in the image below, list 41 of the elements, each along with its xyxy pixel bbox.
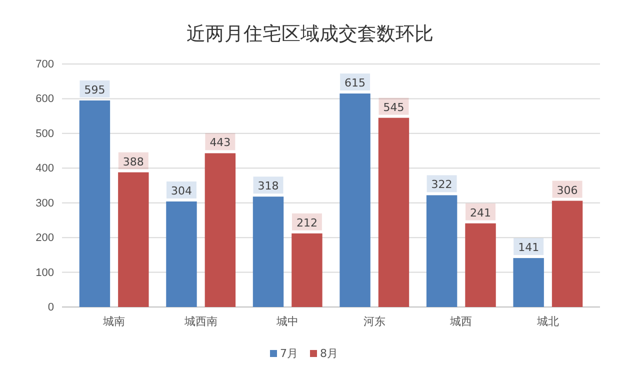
bar	[292, 233, 322, 307]
data-label: 318	[258, 180, 279, 193]
data-label: 306	[556, 184, 578, 197]
y-tick-label: 500	[36, 128, 54, 140]
data-label: 545	[383, 100, 404, 114]
y-tick-label: 300	[36, 197, 54, 210]
data-label: 241	[470, 206, 492, 220]
bar	[426, 195, 458, 307]
data-label: 212	[296, 216, 318, 230]
x-tick-label: 城中	[276, 314, 299, 328]
y-tick-label: 600	[36, 93, 54, 106]
bar	[79, 100, 110, 307]
y-tick-label: 0	[48, 302, 54, 314]
bar	[378, 118, 410, 307]
bar	[118, 172, 149, 307]
x-tick-label: 城西南	[183, 314, 218, 328]
y-tick-label: 200	[36, 232, 54, 244]
chart-title: 近两月住宅区域成交套数环比	[186, 23, 434, 45]
data-label: 388	[122, 155, 144, 168]
data-label: 595	[84, 83, 106, 96]
y-tick-label: 100	[36, 266, 54, 279]
y-tick-label: 400	[36, 162, 54, 175]
bar	[252, 196, 284, 307]
bar	[166, 201, 197, 307]
x-tick-label: 城南	[102, 314, 126, 328]
bar	[513, 258, 544, 307]
y-tick-label: 700	[36, 58, 54, 71]
legend-label: 7月	[280, 347, 298, 360]
data-label: 141	[518, 241, 540, 254]
bar	[465, 223, 496, 307]
x-tick-label: 河东	[363, 314, 386, 328]
data-label: 615	[344, 76, 366, 90]
x-tick-label: 城西	[449, 314, 472, 328]
x-tick-label: 城北	[536, 314, 559, 328]
bar	[340, 94, 370, 307]
data-label: 304	[170, 184, 192, 198]
bar	[204, 153, 236, 307]
legend-label: 8月	[320, 347, 338, 360]
bar	[552, 200, 583, 307]
data-label: 443	[210, 136, 231, 150]
data-label: 322	[431, 178, 452, 192]
